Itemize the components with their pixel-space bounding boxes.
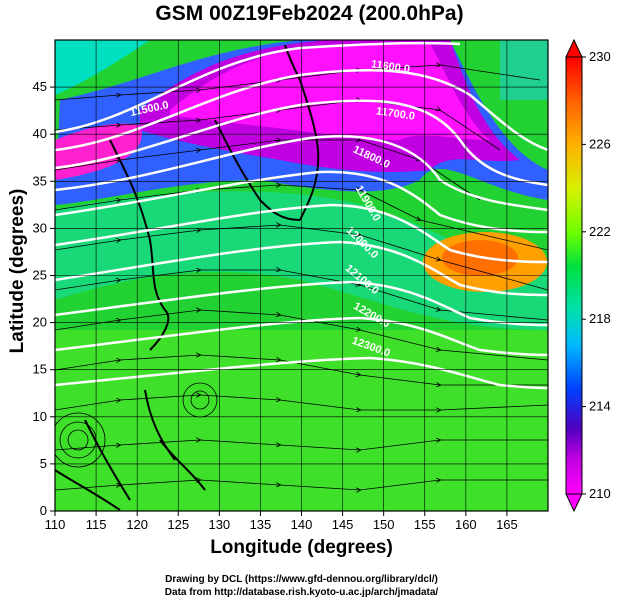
x-tick-label: 130 bbox=[208, 517, 230, 532]
colorbar: 230 226 222 218 214 210 bbox=[565, 38, 611, 513]
y-tick-label: 35 bbox=[33, 173, 47, 188]
x-tick-label: 125 bbox=[167, 517, 189, 532]
colorbar-tick-label: 218 bbox=[589, 311, 611, 326]
y-tick-label: 45 bbox=[33, 79, 47, 94]
credit-drawing: Drawing by DCL (https://www.gfd-dennou.o… bbox=[165, 574, 438, 585]
grid-lines bbox=[55, 40, 548, 511]
y-axis-label: Latitude (degrees) bbox=[7, 188, 28, 354]
y-tick-label: 30 bbox=[33, 220, 47, 235]
contour-label: 11700.0 bbox=[375, 105, 415, 122]
colorbar-bar bbox=[565, 56, 583, 495]
x-tick-label: 165 bbox=[496, 517, 518, 532]
y-axis-ticks: 0 5 10 15 20 25 30 35 40 45 bbox=[33, 79, 55, 518]
y-tick-label: 5 bbox=[40, 456, 47, 471]
y-tick-label: 10 bbox=[33, 409, 47, 424]
x-tick-label: 115 bbox=[86, 517, 107, 532]
x-tick-label: 150 bbox=[373, 517, 395, 532]
y-tick-label: 15 bbox=[33, 362, 47, 377]
x-axis-ticks: 110 115 120 125 130 135 140 145 150 155 160 165 bbox=[45, 511, 518, 532]
height-contours bbox=[55, 41, 548, 390]
map-title: GSM 00Z19Feb2024 (200.0hPa) bbox=[155, 2, 464, 25]
colorbar-bottom-arrow bbox=[565, 493, 583, 513]
contour-label: 11600.0 bbox=[370, 58, 410, 75]
colorbar-tick-label: 226 bbox=[589, 136, 611, 151]
credit-data-source: Data from http://database.rish.kyoto-u.a… bbox=[164, 587, 439, 598]
x-tick-label: 110 bbox=[45, 517, 66, 532]
y-tick-label: 0 bbox=[40, 503, 47, 518]
x-tick-label: 145 bbox=[332, 517, 354, 532]
colorbar-ticks: 230 226 222 218 214 210 bbox=[582, 49, 611, 501]
colorbar-top-arrow bbox=[565, 38, 583, 58]
x-tick-label: 120 bbox=[126, 517, 148, 532]
y-tick-label: 20 bbox=[33, 315, 47, 330]
y-tick-label: 40 bbox=[33, 126, 47, 141]
colorbar-tick-label: 210 bbox=[589, 486, 611, 501]
colorbar-tick-label: 230 bbox=[589, 49, 611, 64]
colorbar-tick-label: 214 bbox=[589, 399, 611, 414]
x-tick-label: 155 bbox=[414, 517, 436, 532]
y-tick-label: 25 bbox=[33, 268, 47, 283]
colorbar-tick-label: 222 bbox=[589, 224, 611, 239]
x-tick-label: 160 bbox=[455, 517, 477, 532]
x-axis-label: Longitude (degrees) bbox=[210, 537, 393, 558]
x-tick-label: 140 bbox=[291, 517, 313, 532]
x-tick-label: 135 bbox=[250, 517, 272, 532]
